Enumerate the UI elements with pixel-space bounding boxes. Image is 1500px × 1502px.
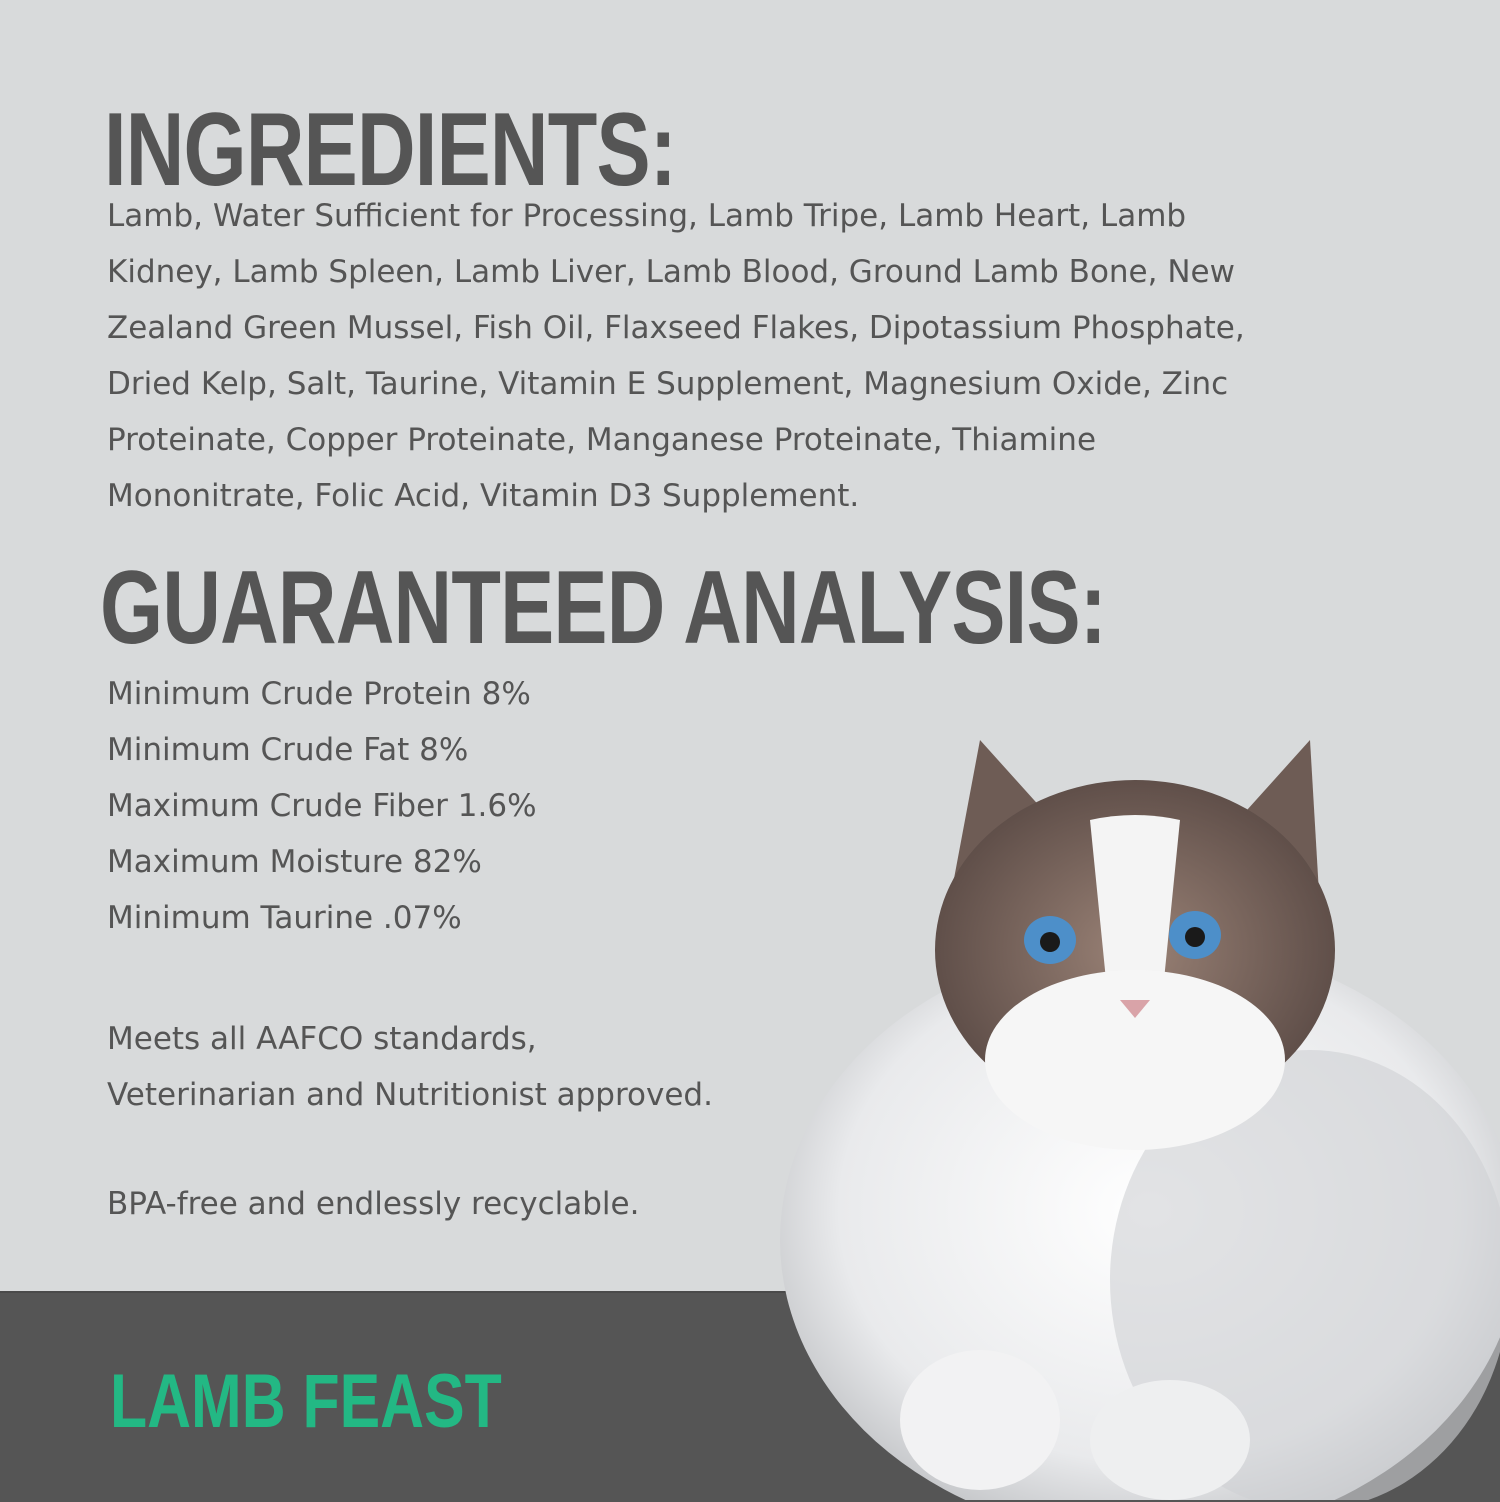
ingredients-line: Zealand Green Mussel, Fish Oil, Flaxseed…: [107, 310, 1245, 346]
ingredients-line: Proteinate, Copper Proteinate, Manganese…: [107, 422, 1097, 458]
recycle-note: BPA-free and endlessly recyclable.: [107, 1176, 639, 1232]
ingredients-line: Lamb, Water Sufficient for Processing, L…: [107, 198, 1187, 234]
ingredients-heading: INGREDIENTS:: [104, 92, 677, 208]
ingredients-line: Kidney, Lamb Spleen, Lamb Liver, Lamb Bl…: [107, 254, 1235, 290]
ingredients-list: Lamb, Water Sufficient for Processing, L…: [107, 188, 1245, 524]
analysis-item: Minimum Crude Protein 8%: [107, 676, 531, 712]
note-line: Veterinarian and Nutritionist approved.: [107, 1077, 713, 1113]
analysis-item: Minimum Taurine .07%: [107, 900, 462, 936]
analysis-item: Maximum Moisture 82%: [107, 844, 482, 880]
cat-photo: [780, 740, 1500, 1500]
analysis-item: Minimum Crude Fat 8%: [107, 732, 469, 768]
certification-note: Meets all AAFCO standards, Veterinarian …: [107, 1011, 713, 1123]
note-line: Meets all AAFCO standards,: [107, 1021, 537, 1057]
product-name: LAMB FEAST: [110, 1359, 502, 1444]
note-line: BPA-free and endlessly recyclable.: [107, 1186, 640, 1222]
analysis-item: Maximum Crude Fiber 1.6%: [107, 788, 537, 824]
ingredients-line: Mononitrate, Folic Acid, Vitamin D3 Supp…: [107, 478, 860, 514]
analysis-list: Minimum Crude Protein 8% Minimum Crude F…: [107, 666, 537, 946]
ingredients-line: Dried Kelp, Salt, Taurine, Vitamin E Sup…: [107, 366, 1229, 402]
analysis-heading: GUARANTEED ANALYSIS:: [100, 550, 1107, 666]
